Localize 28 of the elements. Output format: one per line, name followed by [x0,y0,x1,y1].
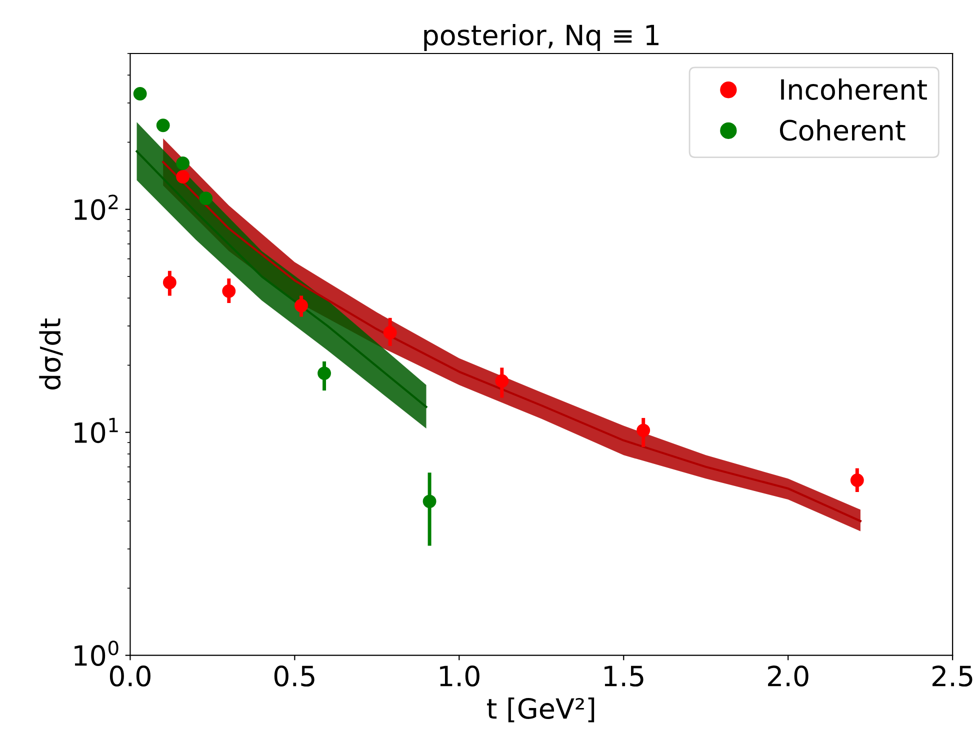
point [422,494,436,508]
point [636,424,650,438]
point [176,156,190,170]
point [156,118,170,132]
x-tick-label: 1.5 [604,666,644,687]
y-axis-title: dσ/dt [39,318,63,390]
legend-label: Coherent [780,119,906,141]
x-tick-label: 2.5 [932,666,972,687]
point [318,366,331,380]
x-tick-label: 2.0 [768,666,808,687]
point [162,276,176,290]
point [383,326,397,340]
x-axis-title: t [GeV²] [487,697,594,722]
x-tick-label: 0.0 [110,666,150,687]
point [133,87,147,100]
point [176,170,190,184]
point [199,192,213,206]
point [850,474,864,487]
point [222,284,236,298]
x-tick-label: 1.0 [440,666,480,687]
y-tick-label: 10$^{2}$ [74,194,118,220]
point [495,374,509,388]
chart-title: posterior, Nq ≡ 1 [424,24,658,51]
point [294,298,308,312]
x-tick-label: 0.5 [274,666,314,687]
y-tick-label: 10$^{1}$ [74,418,118,444]
y-tick-label: 10$^{0}$ [74,640,118,666]
legend-label: Incoherent [781,78,927,100]
